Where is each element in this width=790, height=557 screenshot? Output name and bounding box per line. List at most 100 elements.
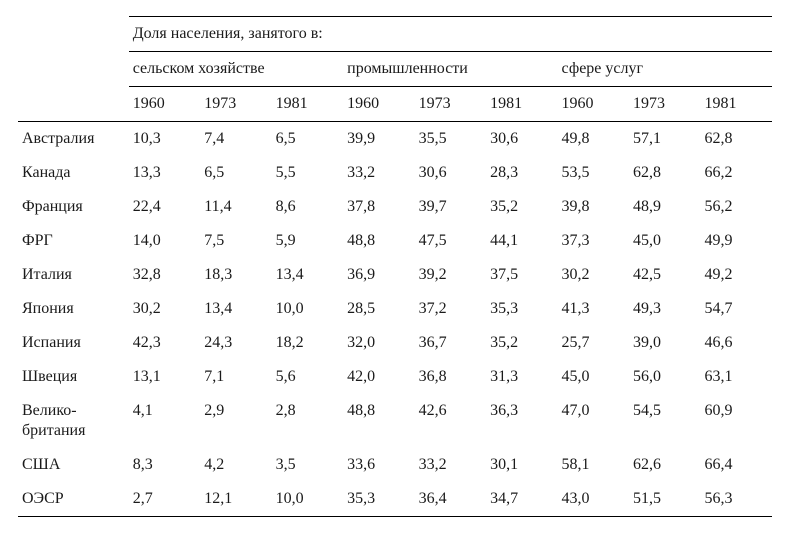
data-cell: 36,3 [486,394,557,448]
data-cell: 12,1 [200,482,271,517]
data-cell: 13,4 [200,292,271,326]
data-cell: 48,9 [629,190,700,224]
data-cell: 37,5 [486,258,557,292]
row-label: ФРГ [18,224,129,258]
table-row: Австралия10,37,46,539,935,530,649,857,16… [18,122,772,157]
data-cell: 8,6 [272,190,343,224]
row-label: Италия [18,258,129,292]
data-cell: 10,0 [272,292,343,326]
data-cell: 43,0 [558,482,629,517]
row-label: Велико-британия [18,394,129,448]
row-label: Канада [18,156,129,190]
data-cell: 30,6 [415,156,486,190]
data-cell: 35,2 [486,326,557,360]
data-cell: 49,2 [700,258,772,292]
header-main-title: Доля населения, занятого в: [129,17,772,52]
data-cell: 63,1 [700,360,772,394]
data-cell: 32,0 [343,326,414,360]
data-cell: 56,3 [700,482,772,517]
data-cell: 13,4 [272,258,343,292]
data-cell: 44,1 [486,224,557,258]
table-row: ФРГ14,07,55,948,847,544,137,345,049,9 [18,224,772,258]
header-year-1-2: 1981 [486,87,557,122]
header-year-0-2: 1981 [272,87,343,122]
data-cell: 5,9 [272,224,343,258]
data-cell: 31,3 [486,360,557,394]
data-cell: 36,8 [415,360,486,394]
data-cell: 35,3 [486,292,557,326]
table-row: Велико-британия4,12,92,848,842,636,347,0… [18,394,772,448]
header-sector-1: промышленности [343,52,557,87]
data-cell: 36,7 [415,326,486,360]
header-year-0-1: 1973 [200,87,271,122]
data-cell: 6,5 [272,122,343,157]
data-cell: 49,9 [700,224,772,258]
data-cell: 54,5 [629,394,700,448]
data-cell: 39,7 [415,190,486,224]
table-row: Япония30,213,410,028,537,235,341,349,354… [18,292,772,326]
data-cell: 62,8 [629,156,700,190]
table-row: Канада13,36,55,533,230,628,353,562,866,2 [18,156,772,190]
row-label: Швеция [18,360,129,394]
data-cell: 53,5 [558,156,629,190]
data-cell: 49,3 [629,292,700,326]
data-cell: 47,0 [558,394,629,448]
data-cell: 39,8 [558,190,629,224]
data-cell: 41,3 [558,292,629,326]
data-cell: 13,1 [129,360,200,394]
data-cell: 35,3 [343,482,414,517]
data-cell: 3,5 [272,448,343,482]
data-cell: 30,2 [558,258,629,292]
data-cell: 62,8 [700,122,772,157]
table-row: США8,34,23,533,633,230,158,162,666,4 [18,448,772,482]
data-cell: 28,5 [343,292,414,326]
header-year-1-1: 1973 [415,87,486,122]
data-cell: 39,9 [343,122,414,157]
row-label: Австралия [18,122,129,157]
header-year-2-1: 1973 [629,87,700,122]
data-cell: 36,4 [415,482,486,517]
data-cell: 2,7 [129,482,200,517]
data-cell: 14,0 [129,224,200,258]
data-cell: 8,3 [129,448,200,482]
data-cell: 37,3 [558,224,629,258]
data-cell: 5,5 [272,156,343,190]
header-sector-2: сфере услуг [558,52,772,87]
table-body: Австралия10,37,46,539,935,530,649,857,16… [18,122,772,517]
data-cell: 2,9 [200,394,271,448]
data-cell: 10,0 [272,482,343,517]
data-cell: 56,0 [629,360,700,394]
data-cell: 33,2 [415,448,486,482]
data-cell: 51,5 [629,482,700,517]
data-cell: 4,1 [129,394,200,448]
data-cell: 57,1 [629,122,700,157]
data-cell: 6,5 [200,156,271,190]
data-cell: 39,0 [629,326,700,360]
data-cell: 30,2 [129,292,200,326]
data-cell: 7,4 [200,122,271,157]
data-cell: 7,5 [200,224,271,258]
table-row: Италия32,818,313,436,939,237,530,242,549… [18,258,772,292]
data-cell: 49,8 [558,122,629,157]
data-cell: 30,1 [486,448,557,482]
data-cell: 46,6 [700,326,772,360]
table-header: Доля населения, занятого в: сельском хоз… [18,17,772,122]
data-cell: 45,0 [629,224,700,258]
data-cell: 5,6 [272,360,343,394]
data-cell: 4,2 [200,448,271,482]
data-cell: 28,3 [486,156,557,190]
data-cell: 42,0 [343,360,414,394]
data-cell: 33,6 [343,448,414,482]
data-cell: 42,5 [629,258,700,292]
data-cell: 58,1 [558,448,629,482]
data-cell: 34,7 [486,482,557,517]
data-cell: 22,4 [129,190,200,224]
header-sector-0: сельском хозяйстве [129,52,343,87]
data-cell: 35,5 [415,122,486,157]
row-label: США [18,448,129,482]
data-cell: 32,8 [129,258,200,292]
data-cell: 56,2 [700,190,772,224]
table-row: ОЭСР2,712,110,035,336,434,743,051,556,3 [18,482,772,517]
data-cell: 13,3 [129,156,200,190]
data-cell: 18,3 [200,258,271,292]
